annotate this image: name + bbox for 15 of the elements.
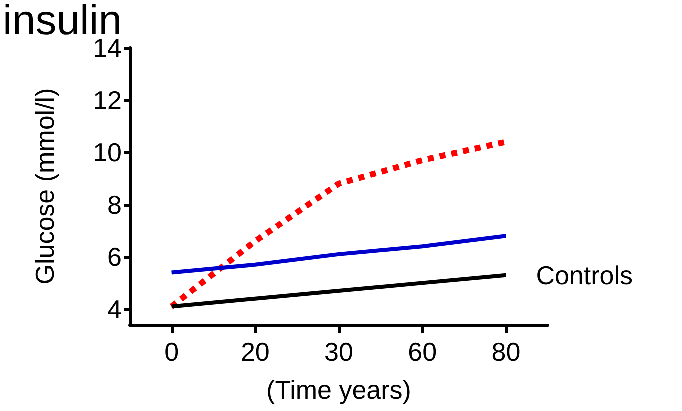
x-tick-label: 0: [164, 337, 180, 367]
y-tick-label: 8: [108, 190, 122, 220]
x-tick-label: 30: [324, 337, 354, 367]
x-axis-title: (Time years): [266, 375, 412, 405]
x-tick-label: 20: [240, 337, 270, 367]
y-tick-label: 6: [108, 242, 122, 272]
y-axis-title: Glucose (mmol/l): [30, 88, 60, 285]
line-series: [170, 273, 508, 309]
y-tick-label: 10: [93, 138, 122, 168]
series-label: Controls: [536, 260, 634, 290]
y-tick-label: 12: [93, 85, 122, 116]
x-tick-label: 80: [492, 337, 521, 367]
y-tick-label: 4: [108, 294, 122, 324]
line-series: [170, 234, 508, 275]
x-tick-label: 60: [408, 337, 438, 367]
